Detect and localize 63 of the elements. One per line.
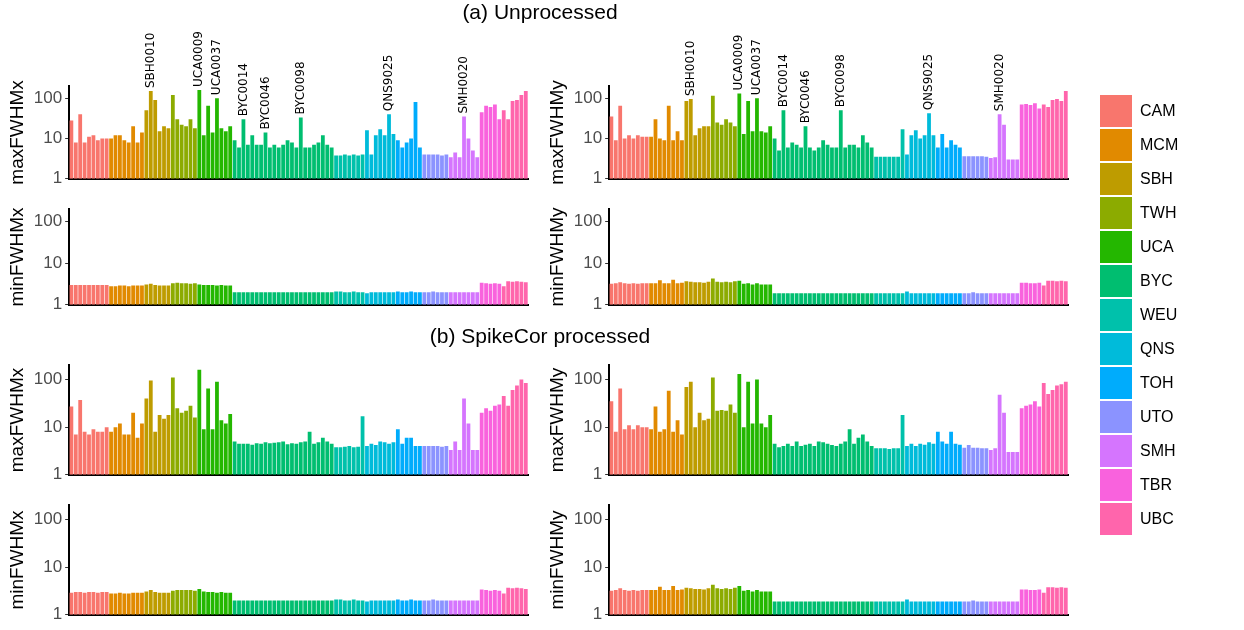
category-label: TWH <box>1140 204 1177 222</box>
y-tick-label: 10 <box>43 128 63 148</box>
data-label: SMH0020 <box>991 53 1006 112</box>
chart-title: (a) Unprocessed <box>461 0 619 24</box>
category-label: UTO <box>1140 408 1174 426</box>
y-tick-label: 1 <box>592 604 603 624</box>
y-tick-label: 1 <box>52 464 63 484</box>
category-label: TBR <box>1140 476 1172 494</box>
data-label: QNS9025 <box>381 54 396 112</box>
y-axis-title: maxFWHMx <box>5 79 27 185</box>
y-tick-label: 100 <box>33 509 63 529</box>
data-label: UCA0037 <box>209 39 224 96</box>
y-tick-label: 1 <box>592 168 603 188</box>
y-tick-label: 100 <box>573 211 603 231</box>
data-label: SMH0020 <box>456 55 471 114</box>
data-label: QNS9025 <box>921 53 936 111</box>
category-label: SMH <box>1140 442 1176 460</box>
y-axis-title: minFWHMy <box>545 509 567 610</box>
y-axis-title: maxFWHMy <box>545 79 567 185</box>
data-label: UCA0009 <box>191 30 206 87</box>
y-tick-label: 1 <box>52 168 63 188</box>
y-tick-label: 100 <box>33 369 63 389</box>
y-tick-label: 10 <box>583 556 603 576</box>
data-label: BYC0098 <box>832 54 847 108</box>
data-label: BYC0014 <box>235 63 250 117</box>
y-tick-label: 100 <box>33 87 63 107</box>
y-axis-title: minFWHMx <box>5 206 27 307</box>
y-tick-label: 10 <box>583 416 603 436</box>
data-label: SBH0010 <box>682 40 697 97</box>
category-label: WEU <box>1140 306 1178 324</box>
data-label: BYC0014 <box>775 54 790 108</box>
category-label: QNS <box>1140 340 1175 358</box>
y-tick-label: 100 <box>573 87 603 107</box>
y-tick-label: 100 <box>33 211 63 231</box>
y-axis-title: minFWHMx <box>5 509 27 610</box>
category-label: MCM <box>1140 136 1179 154</box>
data-label: UCA0009 <box>731 34 746 91</box>
category-label: SBH <box>1140 170 1173 188</box>
y-axis-title: minFWHMy <box>545 206 567 307</box>
data-label: UCA0037 <box>749 39 764 96</box>
category-label: BYC <box>1140 272 1173 290</box>
data-label: SBH0010 <box>142 32 157 89</box>
y-axis-title: maxFWHMx <box>5 367 27 473</box>
y-tick-label: 100 <box>573 509 603 529</box>
data-label: BYC0046 <box>797 70 812 124</box>
y-tick-label: 100 <box>573 369 603 389</box>
y-tick-label: 10 <box>583 128 603 148</box>
category-label: TOH <box>1140 374 1174 392</box>
y-tick-label: 1 <box>592 294 603 314</box>
category-label: UBC <box>1140 510 1174 528</box>
y-tick-label: 10 <box>43 416 63 436</box>
y-tick-label: 10 <box>43 556 63 576</box>
data-label: BYC0046 <box>257 76 272 130</box>
y-tick-label: 1 <box>52 294 63 314</box>
y-tick-label: 1 <box>52 604 63 624</box>
data-label: BYC0098 <box>292 61 307 115</box>
y-tick-label: 1 <box>592 464 603 484</box>
y-axis-title: maxFWHMy <box>545 367 567 473</box>
category-label: CAM <box>1140 102 1176 120</box>
chart-title: (b) SpikeCor processed <box>428 324 652 348</box>
y-tick-label: 10 <box>583 252 603 272</box>
y-tick-label: 10 <box>43 252 63 272</box>
category-label: UCA <box>1140 238 1174 256</box>
